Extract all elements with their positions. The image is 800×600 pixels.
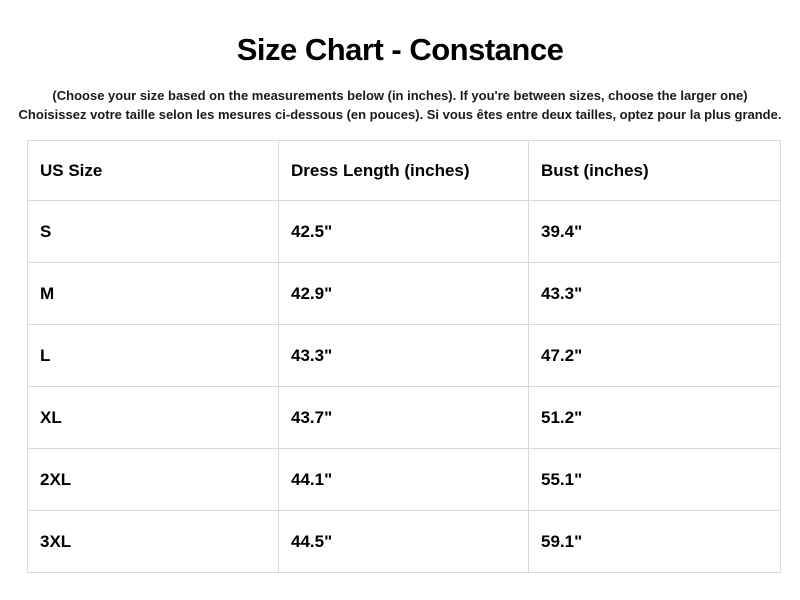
table-row: XL 43.7" 51.2" [27, 386, 781, 449]
size-chart-table: US Size Dress Length (inches) Bust (inch… [27, 140, 781, 573]
subtitle-line-english: (Choose your size based on the measureme… [52, 88, 748, 103]
size-cell: M [27, 262, 279, 325]
bust-cell: 55.1" [528, 448, 781, 511]
bust-cell: 43.3" [528, 262, 781, 325]
size-cell: S [27, 200, 279, 263]
table-row: 3XL 44.5" 59.1" [27, 510, 781, 573]
table-row: M 42.9" 43.3" [27, 262, 781, 325]
bust-cell: 47.2" [528, 324, 781, 387]
dress-length-cell: 44.1" [278, 448, 529, 511]
column-header-us-size: US Size [27, 140, 279, 201]
dress-length-cell: 42.5" [278, 200, 529, 263]
table-header-row: US Size Dress Length (inches) Bust (inch… [27, 140, 781, 201]
table-row: 2XL 44.1" 55.1" [27, 448, 781, 511]
dress-length-cell: 42.9" [278, 262, 529, 325]
table-row: L 43.3" 47.2" [27, 324, 781, 387]
page-title: Size Chart - Constance [236, 32, 564, 67]
bust-cell: 59.1" [528, 510, 781, 573]
size-cell: 3XL [27, 510, 279, 573]
table-row: S 42.5" 39.4" [27, 200, 781, 263]
size-cell: L [27, 324, 279, 387]
subtitle: (Choose your size based on the measureme… [0, 86, 800, 124]
dress-length-cell: 43.7" [278, 386, 529, 449]
size-cell: XL [27, 386, 279, 449]
bust-cell: 39.4" [528, 200, 781, 263]
size-cell: 2XL [27, 448, 279, 511]
bust-cell: 51.2" [528, 386, 781, 449]
column-header-dress-length: Dress Length (inches) [278, 140, 529, 201]
dress-length-cell: 43.3" [278, 324, 529, 387]
column-header-bust: Bust (inches) [528, 140, 781, 201]
dress-length-cell: 44.5" [278, 510, 529, 573]
subtitle-line-french: Choisissez votre taille selon les mesure… [18, 107, 782, 122]
